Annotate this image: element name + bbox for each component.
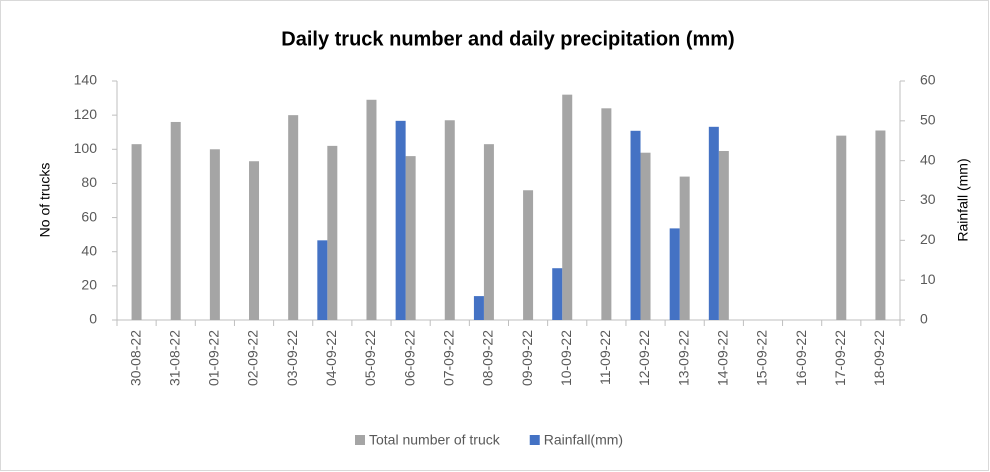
bar — [836, 135, 847, 320]
bar — [249, 161, 260, 320]
y2-tick-label: 50 — [920, 112, 936, 128]
x-tick-label: 04-09-22 — [323, 330, 339, 386]
bar — [640, 152, 651, 320]
chart-title: Daily truck number and daily precipitati… — [281, 28, 734, 50]
bar — [317, 240, 328, 320]
bar — [669, 228, 680, 320]
legend-label: Total number of truck — [369, 432, 501, 448]
bar — [679, 176, 690, 320]
bar — [288, 115, 299, 321]
bar — [552, 268, 563, 320]
bar — [875, 130, 886, 320]
bar — [473, 296, 484, 320]
x-tick-label: 17-09-22 — [832, 330, 848, 386]
y-tick-label: 140 — [74, 72, 98, 88]
y-tick-label: 60 — [81, 208, 97, 224]
x-tick-label: 10-09-22 — [558, 330, 574, 386]
x-tick-label: 11-09-22 — [597, 330, 613, 385]
x-tick-label: 15-09-22 — [754, 330, 770, 386]
y2-tick-label: 0 — [920, 311, 928, 327]
y2-tick-label: 40 — [920, 151, 936, 167]
bar — [395, 120, 406, 320]
y-tick-label: 100 — [74, 140, 98, 156]
bar — [131, 144, 142, 320]
bar — [708, 126, 719, 320]
bar — [483, 144, 494, 320]
x-tick-label: 08-09-22 — [480, 330, 496, 386]
x-tick-label: 16-09-22 — [793, 330, 809, 386]
legend-swatch — [529, 435, 540, 445]
bar — [718, 150, 729, 320]
x-tick-label: 31-08-22 — [166, 330, 182, 386]
x-tick-label: 14-09-22 — [715, 330, 731, 386]
x-tick-label: 13-09-22 — [675, 330, 691, 386]
bar — [405, 156, 416, 320]
y2-tick-label: 30 — [920, 191, 936, 207]
x-tick-label: 12-09-22 — [636, 330, 652, 386]
y2-tick-label: 20 — [920, 231, 936, 247]
bar — [366, 99, 377, 321]
y-tick-label: 0 — [89, 311, 97, 327]
x-tick-label: 01-09-22 — [206, 330, 222, 386]
bar — [630, 130, 641, 320]
x-tick-label: 06-09-22 — [401, 330, 417, 386]
bar — [523, 190, 534, 320]
y-axis-title: No of trucks — [37, 163, 53, 238]
legend-label: Rainfall(mm) — [544, 432, 623, 448]
legend-swatch — [355, 435, 365, 445]
bar — [444, 120, 455, 320]
y-tick-label: 120 — [74, 106, 98, 122]
y2-tick-label: 10 — [920, 271, 936, 287]
x-tick-label: 18-09-22 — [871, 330, 887, 386]
x-tick-label: 02-09-22 — [245, 330, 261, 386]
bar — [209, 149, 220, 320]
bar — [562, 94, 573, 321]
bar — [170, 121, 181, 320]
bar — [601, 108, 612, 320]
y2-tick-label: 60 — [920, 72, 936, 88]
x-tick-label: 03-09-22 — [284, 330, 300, 386]
x-tick-label: 09-09-22 — [519, 330, 535, 386]
y-tick-label: 80 — [81, 174, 97, 190]
y-tick-label: 40 — [81, 242, 97, 258]
bar — [327, 145, 338, 320]
x-tick-label: 30-08-22 — [127, 330, 143, 386]
y-tick-label: 20 — [81, 277, 97, 293]
x-tick-label: 07-09-22 — [440, 330, 456, 386]
x-tick-label: 05-09-22 — [362, 330, 378, 386]
y2-axis-title: Rainfall (mm) — [955, 158, 971, 241]
